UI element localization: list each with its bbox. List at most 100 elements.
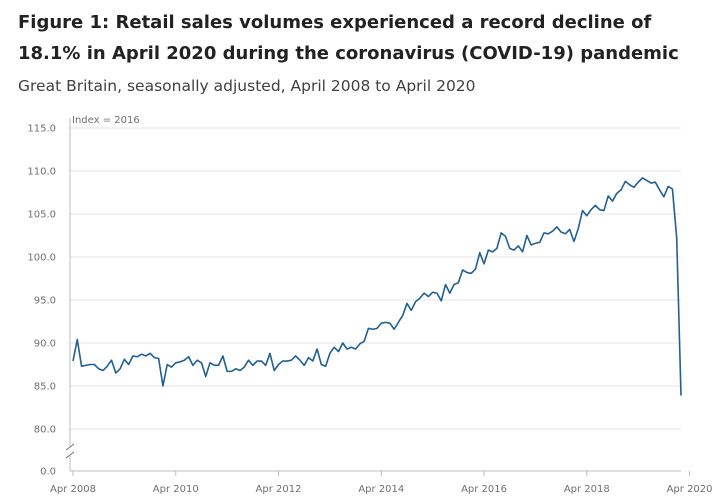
x-tick-label: Apr 2008 [50, 484, 96, 495]
data-point [196, 359, 198, 361]
data-point [607, 195, 609, 197]
data-point [509, 247, 511, 249]
data-point [560, 231, 562, 233]
data-point [97, 368, 99, 370]
data-point [187, 356, 189, 358]
data-point [594, 204, 596, 206]
data-point [671, 188, 673, 190]
data-point [119, 368, 121, 370]
data-point [132, 355, 134, 357]
data-point [539, 241, 541, 243]
data-point [290, 359, 292, 361]
data-point [461, 269, 463, 271]
x-tick-label: Apr 2010 [153, 484, 199, 495]
data-point [654, 181, 656, 183]
data-point [153, 356, 155, 358]
y-tick-label: 110.0 [27, 167, 56, 178]
data-point [457, 282, 459, 284]
gridlines [70, 127, 681, 472]
data-point [239, 369, 241, 371]
data-point [282, 360, 284, 362]
data-point [329, 352, 331, 354]
data-point [534, 242, 536, 244]
data-point [200, 362, 202, 364]
data-point [449, 292, 451, 294]
data-point [102, 369, 104, 371]
data-point [496, 247, 498, 249]
data-point [598, 209, 600, 211]
y-tick-label: 95.0 [34, 296, 56, 307]
data-point [162, 385, 164, 387]
axis-break-mark [65, 451, 75, 459]
data-point [93, 363, 95, 365]
y-tick-label: 115.0 [27, 124, 56, 135]
data-point [401, 314, 403, 316]
data-point [85, 364, 87, 366]
data-point [624, 180, 626, 182]
data-point [72, 360, 74, 362]
data-point [115, 372, 117, 374]
data-point [222, 355, 224, 357]
data-point [427, 295, 429, 297]
series-line-retail-sales [72, 177, 682, 396]
data-point [235, 368, 237, 370]
data-point [299, 359, 301, 361]
data-point [616, 192, 618, 194]
x-tick-label: Apr 2018 [564, 484, 610, 495]
data-point [247, 359, 249, 361]
data-point [307, 356, 309, 358]
data-point [252, 364, 254, 366]
data-point [376, 327, 378, 329]
data-point [303, 364, 305, 366]
data-point [217, 364, 219, 366]
data-point [650, 182, 652, 184]
data-point [423, 292, 425, 294]
y-tick-label: 0.0 [40, 467, 56, 478]
data-point [316, 348, 318, 350]
x-tick-label: Apr 2014 [358, 484, 404, 495]
data-point [410, 309, 412, 311]
data-point [367, 327, 369, 329]
data-point [372, 328, 374, 330]
y-tick-label: 100.0 [27, 253, 56, 264]
data-point [384, 321, 386, 323]
y-tick-label: 80.0 [34, 425, 56, 436]
data-point [530, 244, 532, 246]
data-point [226, 370, 228, 372]
data-point [517, 245, 519, 247]
data-point [470, 272, 472, 274]
data-point [440, 300, 442, 302]
data-point [346, 348, 348, 350]
data-point [136, 356, 138, 358]
data-point [324, 365, 326, 367]
data-point [294, 355, 296, 357]
data-point [500, 232, 502, 234]
data-point [273, 369, 275, 371]
data-point [260, 360, 262, 362]
data-point [256, 360, 258, 362]
data-point [359, 343, 361, 345]
chart-subtitle: Great Britain, seasonally adjusted, Apri… [18, 77, 476, 95]
data-point [269, 352, 271, 354]
x-tick-label: Apr 2012 [256, 484, 302, 495]
data-point [586, 215, 588, 217]
data-point [179, 361, 181, 363]
data-point [170, 366, 172, 368]
y-tick-label: 85.0 [34, 382, 56, 393]
data-point [192, 364, 194, 366]
data-point [337, 350, 339, 352]
data-point [564, 233, 566, 235]
data-point [556, 226, 558, 228]
axis-break-mark [65, 443, 75, 451]
data-point [80, 365, 82, 367]
data-point [543, 232, 545, 234]
data-point [363, 340, 365, 342]
data-point [127, 363, 129, 365]
series-layer [72, 177, 682, 396]
data-point [333, 346, 335, 348]
data-point [380, 322, 382, 324]
data-point [123, 358, 125, 360]
data-point [474, 268, 476, 270]
data-point [466, 271, 468, 273]
data-point [491, 251, 493, 253]
